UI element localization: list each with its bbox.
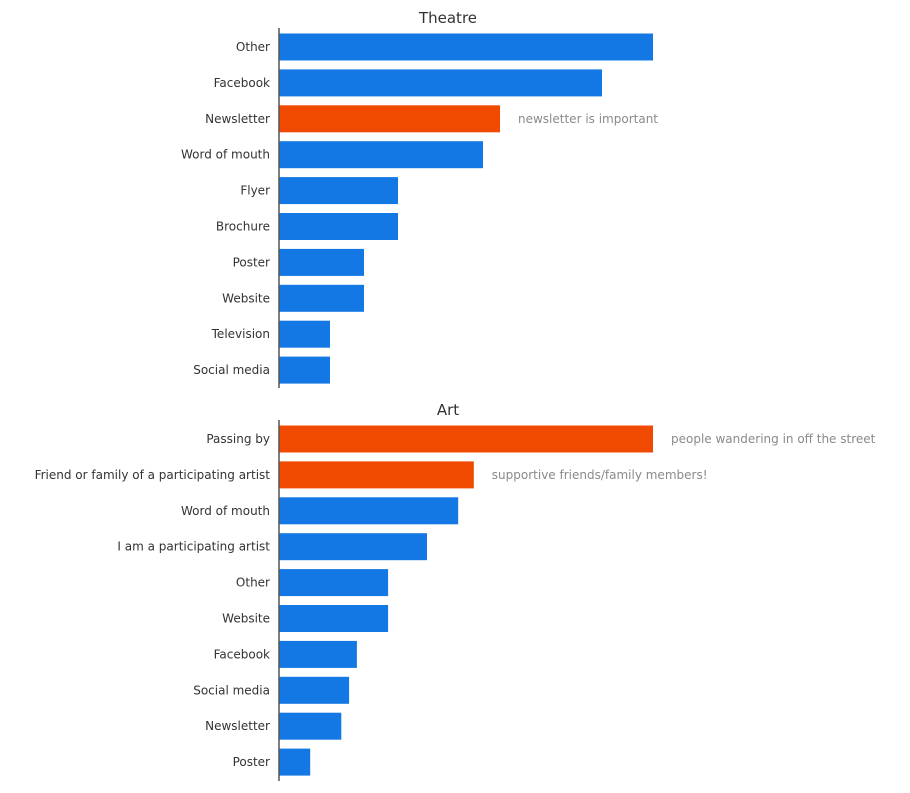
- category-label: Website: [222, 612, 270, 626]
- category-label: Word of mouth: [181, 504, 270, 518]
- bar-website: [279, 284, 364, 312]
- category-label: Passing by: [206, 432, 270, 446]
- bar-passing-by: [279, 425, 653, 453]
- bar-facebook: [279, 69, 602, 97]
- category-label: Brochure: [216, 220, 270, 234]
- category-label: Other: [236, 576, 270, 590]
- bar-television: [279, 320, 330, 348]
- category-label: Friend or family of a participating arti…: [35, 468, 271, 482]
- bar-i-am-a-participating-artist: [279, 533, 427, 561]
- category-label: Television: [211, 327, 270, 341]
- category-label: Poster: [233, 755, 270, 769]
- annotation-label: newsletter is important: [518, 112, 658, 126]
- bar-poster: [279, 248, 364, 276]
- category-label: Website: [222, 291, 270, 305]
- category-label: Poster: [233, 255, 270, 269]
- bar-flyer: [279, 177, 398, 205]
- bar-social-media: [279, 676, 350, 704]
- bar-brochure: [279, 213, 398, 240]
- annotation-label: supportive friends/family members!: [492, 468, 708, 482]
- chart-panel-0: Theatre Other Facebook Newsletter newsletter…: [181, 9, 658, 388]
- category-label: Facebook: [214, 76, 270, 90]
- category-label: Social media: [193, 363, 270, 377]
- category-label: Word of mouth: [181, 148, 270, 162]
- bar-word-of-mouth: [279, 497, 459, 525]
- category-label: I am a participating artist: [117, 540, 270, 554]
- chart-title: Theatre: [418, 9, 477, 27]
- bar-friend-or-family-of-a-participating-artist: [279, 461, 474, 489]
- bar-facebook: [279, 640, 357, 668]
- chart-panel-1: Art Passing by people wandering in off the…: [35, 401, 876, 781]
- category-label: Flyer: [240, 184, 270, 198]
- bar-other: [279, 33, 653, 61]
- category-label: Facebook: [214, 647, 270, 661]
- category-label: Newsletter: [205, 112, 270, 126]
- bar-newsletter: [279, 712, 342, 740]
- bar-website: [279, 605, 389, 632]
- bar-word-of-mouth: [279, 141, 483, 169]
- bar-poster: [279, 748, 311, 776]
- category-label: Newsletter: [205, 719, 270, 733]
- annotation-label: people wandering in off the street: [671, 432, 876, 446]
- category-label: Social media: [193, 683, 270, 697]
- chart-title: Art: [437, 401, 459, 419]
- category-label: Other: [236, 40, 270, 54]
- bar-other: [279, 569, 389, 597]
- bar-social-media: [279, 356, 330, 384]
- bar-newsletter: [279, 105, 500, 133]
